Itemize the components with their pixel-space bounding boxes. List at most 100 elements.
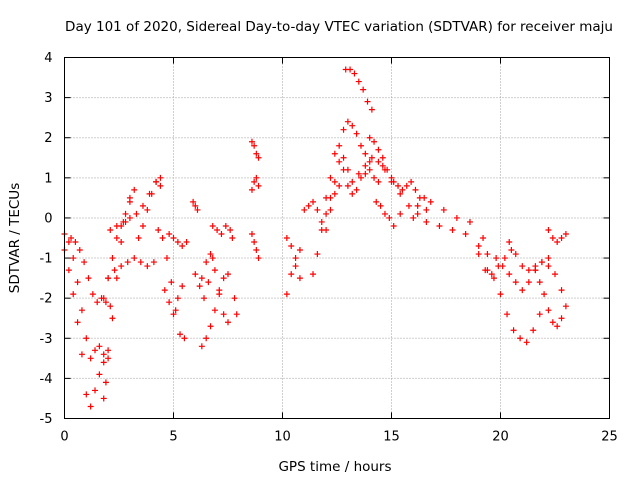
data-point: [349, 122, 356, 129]
data-point: [395, 182, 402, 189]
data-point: [109, 315, 116, 322]
data-point: [408, 178, 415, 185]
x-tick-label: 25: [601, 430, 618, 445]
data-point: [512, 279, 519, 286]
data-point: [85, 275, 92, 282]
data-point: [192, 202, 199, 209]
data-point: [113, 222, 120, 229]
data-point: [375, 158, 382, 165]
data-point: [414, 210, 421, 217]
data-point: [216, 291, 223, 298]
data-point: [131, 255, 138, 262]
data-point: [517, 335, 524, 342]
y-tick-label: 2: [44, 131, 52, 146]
data-point: [248, 230, 255, 237]
data-point: [288, 243, 295, 250]
x-tick-label: 20: [492, 430, 509, 445]
data-point: [362, 170, 369, 177]
data-point: [100, 395, 107, 402]
data-point: [336, 182, 343, 189]
data-point: [490, 275, 497, 282]
x-tick-label: 10: [274, 430, 291, 445]
data-point: [449, 226, 456, 233]
data-point: [403, 182, 410, 189]
data-point: [440, 206, 447, 213]
data-point: [506, 239, 513, 246]
data-point: [323, 210, 330, 217]
data-point: [183, 239, 190, 246]
data-point: [126, 194, 133, 201]
data-point: [386, 214, 393, 221]
data-point: [255, 182, 262, 189]
data-point: [410, 214, 417, 221]
data-point: [331, 178, 338, 185]
data-point: [427, 198, 434, 205]
data-point: [554, 323, 561, 330]
data-point: [144, 263, 151, 270]
data-point: [155, 226, 162, 233]
data-point: [373, 198, 380, 205]
data-point: [366, 166, 373, 173]
data-point: [340, 166, 347, 173]
data-point: [379, 162, 386, 169]
data-point: [198, 275, 205, 282]
data-point: [255, 154, 262, 161]
data-point: [174, 295, 181, 302]
data-point: [89, 291, 96, 298]
data-point: [201, 295, 208, 302]
data-point: [545, 255, 552, 262]
data-point: [100, 351, 107, 358]
data-point: [523, 339, 530, 346]
data-point: [466, 218, 473, 225]
data-point: [364, 98, 371, 105]
data-point: [538, 259, 545, 266]
data-point: [390, 222, 397, 229]
data-point: [355, 78, 362, 85]
data-point: [323, 226, 330, 233]
data-point: [421, 194, 428, 201]
data-point: [70, 291, 77, 298]
data-point: [480, 235, 487, 241]
data-point: [74, 279, 81, 286]
data-point: [545, 307, 552, 314]
data-point: [126, 214, 133, 221]
data-point: [305, 202, 312, 209]
data-point: [510, 327, 517, 334]
data-point: [139, 222, 146, 229]
data-point: [203, 335, 210, 342]
y-axis-label: SDTVAR / TECUs: [7, 183, 23, 293]
data-point: [166, 230, 173, 237]
data-point: [327, 174, 334, 181]
data-point: [74, 319, 81, 326]
data-point: [83, 335, 90, 342]
data-point: [336, 142, 343, 149]
axis-ticks: 0 5 10 15 20 25 -5 -4 -3 -2 -1 0 1 2 3 4: [40, 51, 618, 445]
grid: [64, 57, 610, 419]
data-point: [137, 259, 144, 266]
data-point: [102, 379, 109, 386]
data-point: [397, 190, 404, 197]
data-point: [536, 279, 543, 286]
data-point: [70, 255, 77, 262]
data-point: [562, 230, 569, 237]
plot-frame: [64, 57, 610, 419]
data-point: [453, 214, 460, 221]
y-tick-label: 3: [44, 91, 52, 106]
data-point: [501, 255, 508, 262]
data-point: [519, 287, 526, 294]
data-point: [253, 247, 260, 254]
data-point: [368, 154, 375, 161]
data-point: [381, 210, 388, 217]
data-point: [301, 206, 308, 213]
data-point: [519, 263, 526, 270]
data-point: [462, 230, 469, 237]
data-point: [353, 186, 360, 193]
data-point: [423, 206, 430, 213]
data-point: [253, 174, 260, 181]
data-point: [545, 263, 552, 270]
data-point: [475, 251, 482, 258]
data-point: [558, 287, 565, 294]
data-point: [229, 235, 236, 241]
data-point: [292, 255, 299, 262]
